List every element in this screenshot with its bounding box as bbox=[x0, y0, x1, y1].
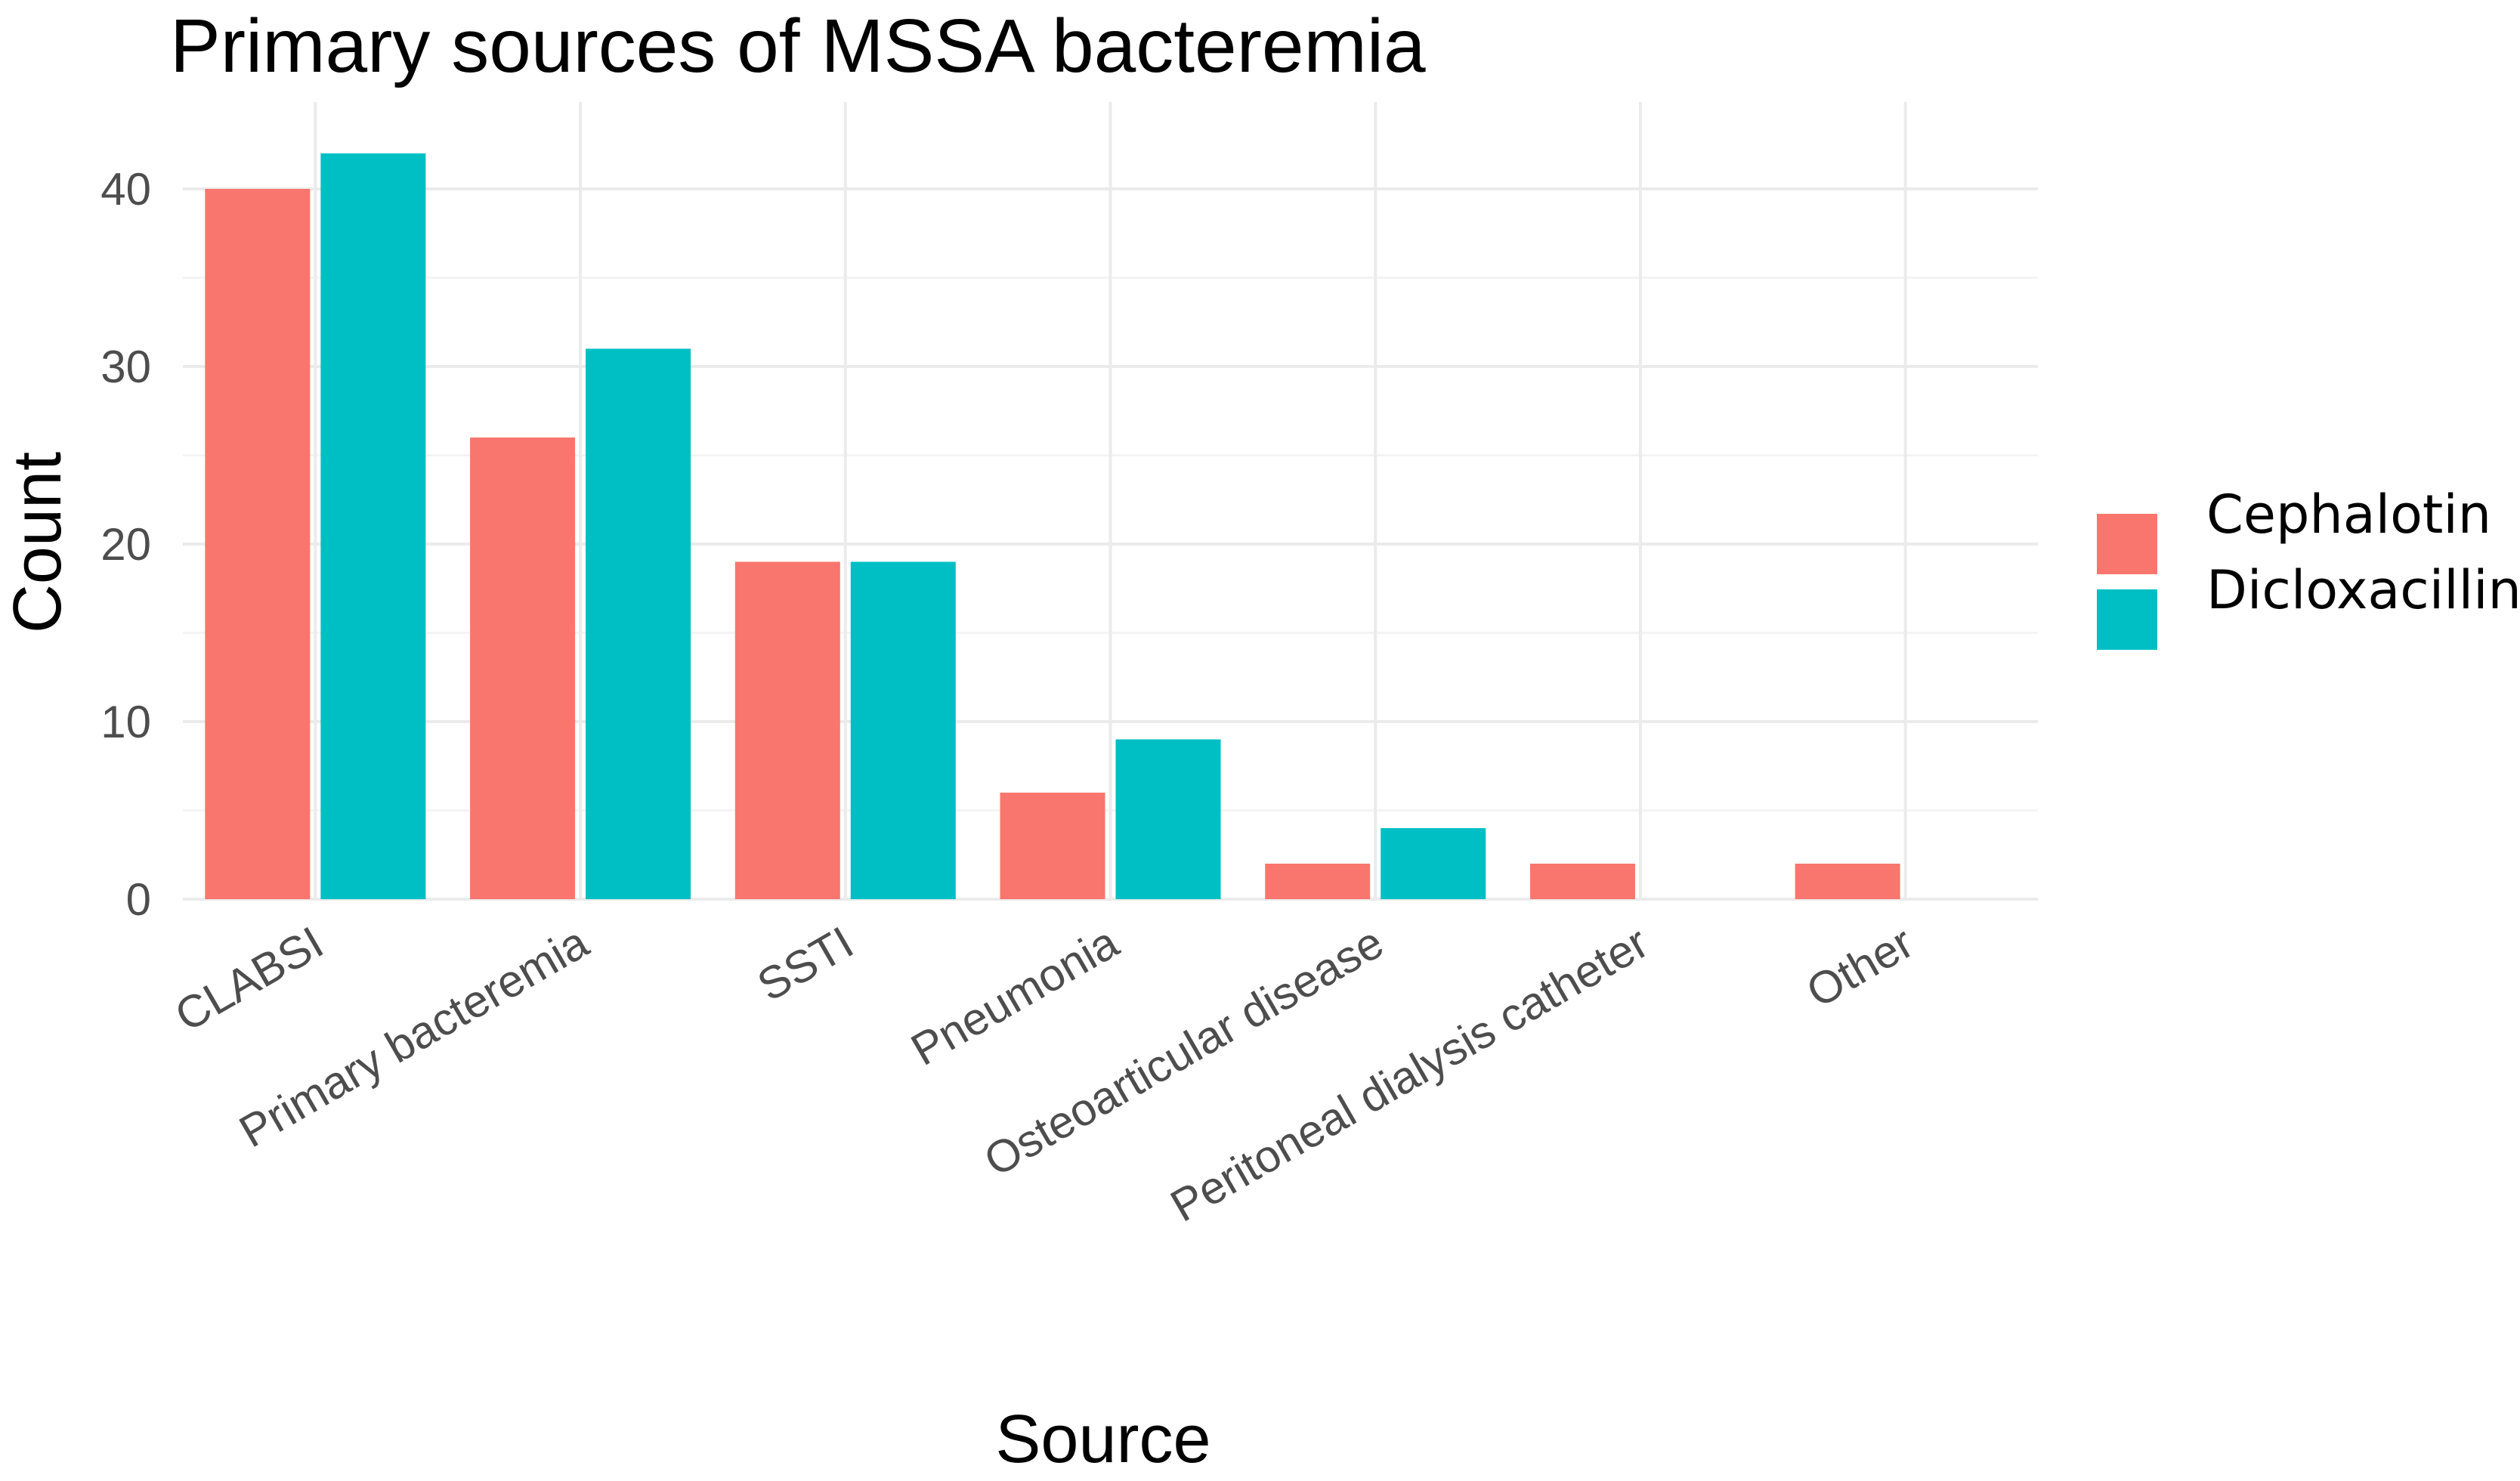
bar-cephalotin-4 bbox=[1000, 793, 1105, 899]
legend-label-dicloxacillin: Dicloxacillin bbox=[2206, 559, 2520, 621]
y-axis-title: Count bbox=[0, 452, 76, 633]
y-tick-label: 10 bbox=[100, 697, 151, 747]
legend-key-dicloxacillin bbox=[2097, 589, 2157, 650]
legend-label-cephalotin: Cephalotin bbox=[2206, 484, 2491, 546]
bar-dicloxacillin-4 bbox=[1115, 739, 1221, 899]
bar-cephalotin-3 bbox=[734, 561, 840, 899]
x-tick-label: Peritoneal dialysis catheter bbox=[1162, 917, 1656, 1232]
bar-cephalotin-6 bbox=[1529, 864, 1635, 899]
y-tick-label: 30 bbox=[100, 342, 151, 392]
bar-cephalotin-5 bbox=[1265, 864, 1371, 899]
x-axis-title: Source bbox=[995, 1402, 1211, 1477]
y-tick-label: 40 bbox=[100, 164, 151, 215]
bar-cephalotin-1 bbox=[205, 189, 311, 899]
y-tick-label: 20 bbox=[100, 519, 151, 570]
x-tick-label: CLABSI bbox=[167, 917, 332, 1041]
x-tick-label: Other bbox=[1798, 917, 1922, 1017]
gridlines bbox=[183, 102, 2038, 901]
x-tick-label: Pneumonia bbox=[903, 917, 1127, 1075]
bar-dicloxacillin-3 bbox=[850, 561, 956, 899]
legend: Cephalotin Dicloxacillin bbox=[2097, 484, 2520, 650]
bar-cephalotin-7 bbox=[1795, 864, 1900, 899]
x-tick-label: SSTI bbox=[749, 917, 861, 1011]
bar-cephalotin-2 bbox=[470, 437, 576, 899]
y-axis-ticks: 0 10 20 30 40 bbox=[100, 164, 151, 925]
y-tick-label: 0 bbox=[126, 874, 151, 925]
bar-dicloxacillin-5 bbox=[1381, 828, 1486, 899]
legend-key-cephalotin bbox=[2097, 514, 2157, 574]
bar-dicloxacillin-2 bbox=[586, 348, 691, 899]
bar-dicloxacillin-1 bbox=[320, 153, 426, 899]
chart-title: Primary sources of MSSA bacteremia bbox=[170, 4, 1426, 88]
bars bbox=[205, 153, 1900, 899]
